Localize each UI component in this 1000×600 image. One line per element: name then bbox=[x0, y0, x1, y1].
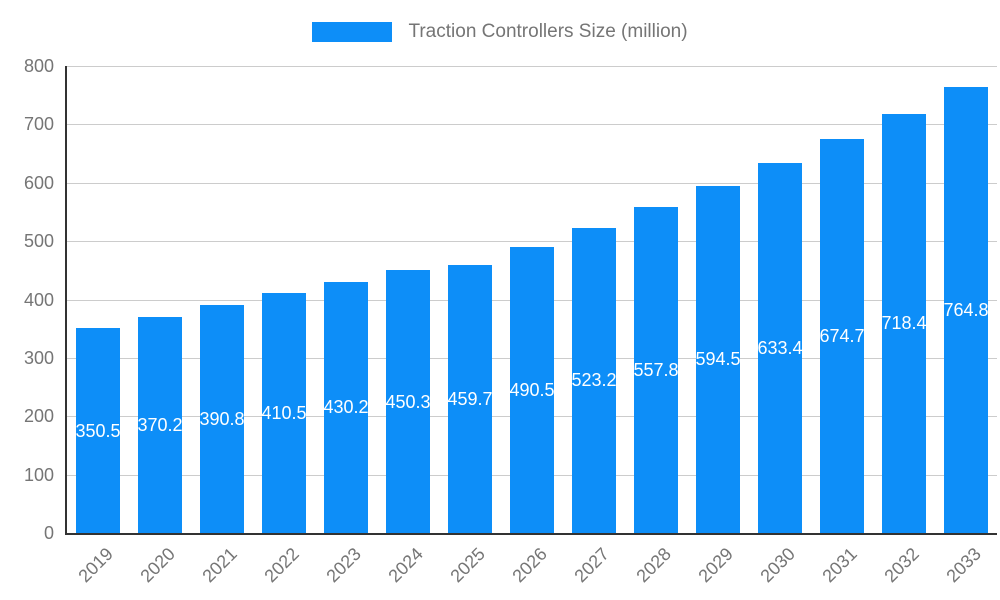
gridline bbox=[67, 241, 997, 243]
y-tick-label-400: 400 bbox=[23, 289, 54, 310]
x-tick-label-2019: 2019 bbox=[74, 543, 117, 587]
gridline bbox=[67, 124, 997, 126]
bar-value-label-2019: 350.5 bbox=[75, 420, 121, 441]
bar-value-label-2031: 674.7 bbox=[819, 326, 865, 347]
legend: Traction Controllers Size (million) bbox=[0, 18, 1000, 46]
y-tick-label-600: 600 bbox=[23, 172, 54, 193]
bar-2033[interactable] bbox=[944, 86, 988, 533]
legend-label: Traction Controllers Size (million) bbox=[408, 21, 688, 42]
x-tick-label-2020: 2020 bbox=[136, 543, 179, 587]
bar-2023[interactable] bbox=[324, 281, 368, 533]
bar-value-label-2020: 370.2 bbox=[137, 414, 183, 435]
bar-value-label-2024: 450.3 bbox=[385, 391, 431, 412]
bar-2028[interactable] bbox=[634, 207, 678, 533]
bar-value-label-2023: 430.2 bbox=[323, 397, 369, 418]
x-tick-label-2032: 2032 bbox=[880, 543, 923, 587]
gridline bbox=[67, 182, 997, 184]
x-tick-label-2022: 2022 bbox=[260, 543, 303, 587]
bar-2032[interactable] bbox=[882, 113, 926, 533]
x-tick-label-2030: 2030 bbox=[756, 543, 799, 587]
y-tick-label-200: 200 bbox=[23, 406, 54, 427]
bar-value-label-2027: 523.2 bbox=[571, 370, 617, 391]
bar-value-label-2026: 490.5 bbox=[509, 379, 555, 400]
bar-2030[interactable] bbox=[758, 163, 802, 533]
x-tick-label-2029: 2029 bbox=[694, 543, 737, 587]
bar-2031[interactable] bbox=[820, 139, 864, 533]
x-tick-label-2023: 2023 bbox=[322, 543, 365, 587]
x-tick-label-2028: 2028 bbox=[632, 543, 675, 587]
y-tick-label-500: 500 bbox=[23, 231, 54, 252]
x-tick-label-2027: 2027 bbox=[570, 543, 613, 587]
bar-value-label-2033: 764.8 bbox=[943, 299, 989, 320]
bar-2029[interactable] bbox=[696, 185, 740, 533]
x-tick-label-2033: 2033 bbox=[942, 543, 985, 587]
gridline bbox=[67, 66, 997, 67]
bar-value-label-2032: 718.4 bbox=[881, 313, 927, 334]
x-tick-label-2024: 2024 bbox=[384, 543, 427, 587]
bar-value-label-2021: 390.8 bbox=[199, 408, 245, 429]
plot-area: 350.5 370.2 390.8 410.5 430.2 450.3 459.7 490.5… bbox=[65, 66, 997, 535]
y-tick-label-100: 100 bbox=[23, 464, 54, 485]
bar-value-label-2025: 459.7 bbox=[447, 388, 493, 409]
bar-2022[interactable] bbox=[262, 293, 306, 533]
y-tick-label-800: 800 bbox=[23, 56, 54, 76]
bar-value-label-2028: 557.8 bbox=[633, 360, 679, 381]
bar-value-label-2029: 594.5 bbox=[695, 349, 741, 370]
legend-swatch-icon bbox=[312, 22, 393, 42]
x-tick-label-2021: 2021 bbox=[198, 543, 241, 587]
bar-2025[interactable] bbox=[448, 264, 492, 533]
bar-value-label-2022: 410.5 bbox=[261, 403, 307, 424]
x-tick-label-2031: 2031 bbox=[818, 543, 861, 587]
bar-2020[interactable] bbox=[138, 316, 182, 533]
bar-2026[interactable] bbox=[510, 246, 554, 533]
bar-2019[interactable] bbox=[76, 328, 120, 533]
bar-2021[interactable] bbox=[200, 304, 244, 533]
y-tick-label-700: 700 bbox=[23, 114, 54, 135]
bar-2027[interactable] bbox=[572, 227, 616, 533]
x-tick-label-2026: 2026 bbox=[508, 543, 551, 587]
y-tick-label-0: 0 bbox=[43, 523, 54, 543]
y-tick-label-300: 300 bbox=[23, 347, 54, 368]
bar-value-label-2030: 633.4 bbox=[757, 338, 803, 359]
bar-2024[interactable] bbox=[386, 270, 430, 533]
x-tick-label-2025: 2025 bbox=[446, 543, 489, 587]
